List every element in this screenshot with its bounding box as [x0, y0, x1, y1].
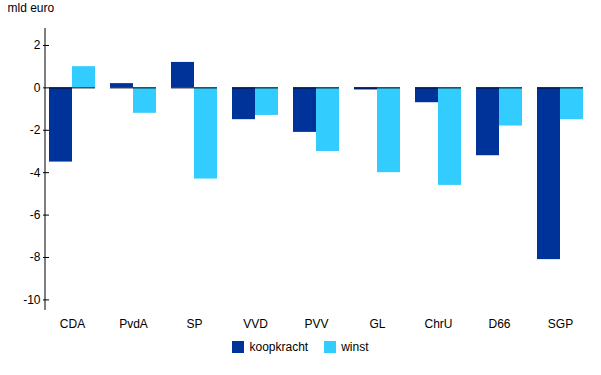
svg-text:CDA: CDA [60, 317, 85, 331]
svg-text:SGP: SGP [548, 317, 573, 331]
svg-text:-2: -2 [30, 123, 41, 137]
svg-text:VVD: VVD [243, 317, 268, 331]
svg-text:0: 0 [34, 81, 41, 95]
svg-text:-8: -8 [30, 250, 41, 264]
html-text:koopkracht: koopkracht [249, 340, 309, 354]
svg-text:-4: -4 [30, 166, 41, 180]
svg-text:-10: -10 [23, 293, 41, 307]
svg-text:ChrU: ChrU [424, 317, 452, 331]
svg-text:GL: GL [369, 317, 385, 331]
svg-text:PVV: PVV [304, 317, 328, 331]
svg-text:PvdA: PvdA [119, 317, 148, 331]
svg-text:mld euro: mld euro [8, 1, 55, 15]
svg-text:SP: SP [186, 317, 202, 331]
html-text:winst: winst [341, 340, 369, 354]
svg-text:-6: -6 [30, 208, 41, 222]
svg-text:2: 2 [34, 38, 41, 52]
svg-text:D66: D66 [488, 317, 510, 331]
